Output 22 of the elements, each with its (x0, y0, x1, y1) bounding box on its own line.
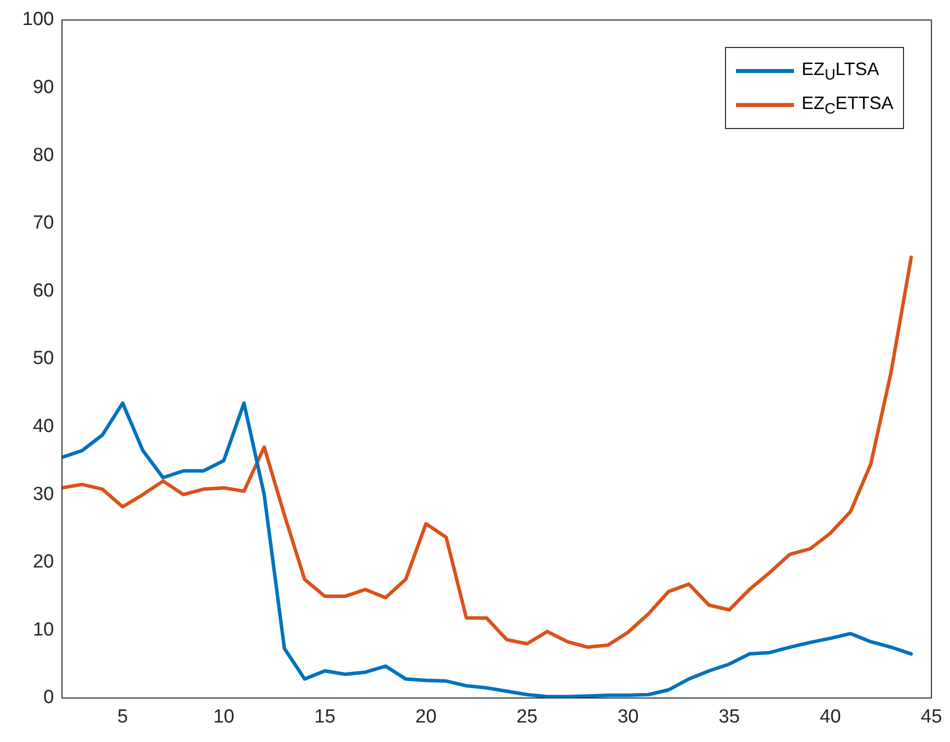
y-tick-label: 10 (32, 619, 54, 640)
y-tick-label: 50 (32, 348, 54, 370)
x-tick-label: 20 (415, 706, 437, 728)
legend-label: EZ$_{U}$LTSA (802, 58, 880, 84)
y-tick-label: 40 (32, 416, 54, 438)
x-tick-label: 45 (920, 706, 942, 728)
legend-label: EZ$_{C}$ETTSA (802, 92, 894, 118)
y-tick-label: 90 (32, 77, 54, 98)
y-tick-label: 60 (32, 280, 54, 302)
y-tick-label: 30 (32, 484, 54, 505)
y-tick-label: 100 (22, 9, 54, 30)
x-tick-label: 5 (117, 706, 128, 728)
x-tick-label: 15 (314, 706, 336, 728)
x-tick-label: 40 (820, 706, 841, 728)
y-tick-label: 20 (32, 552, 54, 573)
x-tick-label: 10 (213, 706, 234, 728)
x-tick-label: 25 (516, 706, 538, 728)
y-tick-label: 0 (43, 687, 54, 708)
y-tick-label: 70 (32, 212, 54, 234)
x-tick-label: 30 (618, 706, 639, 728)
y-tick-label: 80 (32, 144, 54, 166)
x-tick-label: 35 (718, 706, 740, 728)
